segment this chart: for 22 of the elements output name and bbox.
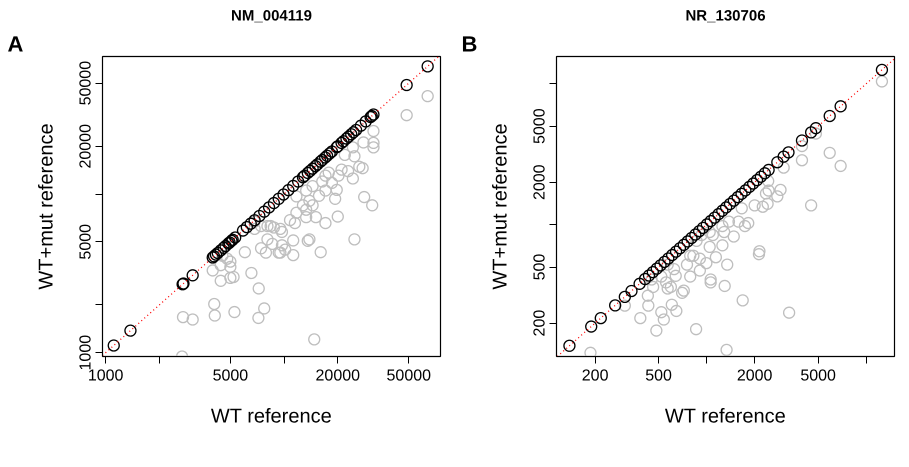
y-axis-title: WT+mut reference xyxy=(36,123,58,290)
x-tick-label: 50000 xyxy=(386,368,432,384)
y-tick-label: 5000 xyxy=(78,224,94,260)
chart-title: NM_004119 xyxy=(231,8,312,24)
x-tick-label: 2000 xyxy=(736,368,773,384)
x-tick-label: 200 xyxy=(582,368,609,384)
chart-title: NR_130706 xyxy=(685,8,766,24)
text: A xyxy=(8,32,24,56)
y-axis-title: WT+mut reference xyxy=(490,123,512,290)
x-tick-label: 20000 xyxy=(316,368,360,384)
y-tick-label: 50000 xyxy=(78,60,94,106)
x-tick-label: 500 xyxy=(645,368,672,384)
y-tick-label: 20000 xyxy=(78,124,94,169)
y-tick-label: 200 xyxy=(532,310,548,336)
y-tick-label: 2000 xyxy=(532,164,548,200)
x-axis-title: WT reference xyxy=(210,406,332,428)
x-axis-title: WT reference xyxy=(664,406,786,428)
x-tick-label: 5000 xyxy=(212,368,248,384)
x-tick-label: 5000 xyxy=(800,368,836,384)
y-tick-label: 500 xyxy=(532,254,548,280)
text: B xyxy=(462,32,478,56)
y-tick-label: 5000 xyxy=(532,108,548,144)
